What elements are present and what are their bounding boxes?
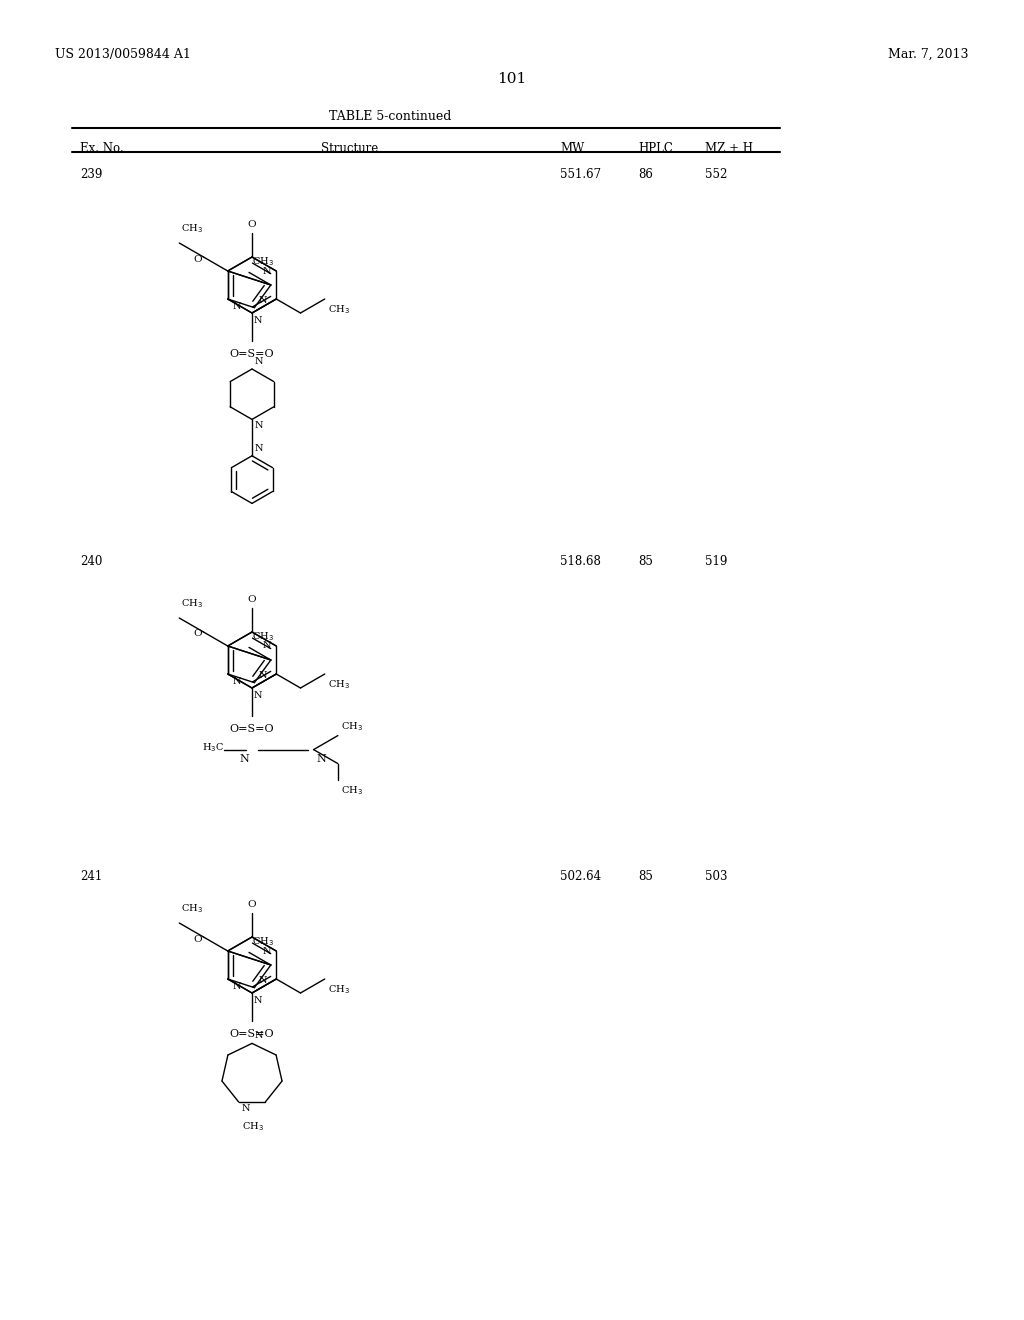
- Text: 85: 85: [638, 870, 653, 883]
- Text: N: N: [254, 315, 262, 325]
- Text: 85: 85: [638, 554, 653, 568]
- Text: N: N: [255, 421, 263, 430]
- Text: N: N: [255, 444, 263, 453]
- Text: 503: 503: [705, 870, 727, 883]
- Text: 519: 519: [705, 554, 727, 568]
- Text: O: O: [193, 935, 202, 944]
- Text: Ex. No.: Ex. No.: [80, 143, 124, 154]
- Text: CH$_3$: CH$_3$: [328, 304, 349, 315]
- Text: O: O: [193, 630, 202, 639]
- Text: N: N: [254, 690, 262, 700]
- Text: CH$_3$: CH$_3$: [328, 983, 349, 995]
- Text: 239: 239: [80, 168, 102, 181]
- Text: N: N: [258, 671, 267, 680]
- Text: CH$_3$: CH$_3$: [242, 1119, 263, 1133]
- Text: CH$_3$: CH$_3$: [252, 631, 273, 643]
- Text: O=S=O: O=S=O: [229, 1030, 274, 1039]
- Text: O=S=O: O=S=O: [229, 723, 274, 734]
- Text: N: N: [255, 356, 263, 366]
- Text: TABLE 5-continued: TABLE 5-continued: [329, 110, 452, 123]
- Text: N: N: [263, 642, 271, 651]
- Text: Mar. 7, 2013: Mar. 7, 2013: [889, 48, 969, 61]
- Text: N: N: [263, 267, 271, 276]
- Text: CH$_3$: CH$_3$: [181, 903, 203, 915]
- Text: 518.68: 518.68: [560, 554, 601, 568]
- Text: H$_3$C: H$_3$C: [202, 742, 224, 754]
- Text: N: N: [258, 975, 267, 985]
- Text: 86: 86: [638, 168, 653, 181]
- Text: MW: MW: [560, 143, 585, 154]
- Text: Structure: Structure: [322, 143, 379, 154]
- Text: US 2013/0059844 A1: US 2013/0059844 A1: [55, 48, 190, 61]
- Text: CH$_3$: CH$_3$: [252, 936, 273, 948]
- Text: N: N: [258, 296, 267, 305]
- Text: 240: 240: [80, 554, 102, 568]
- Text: CH$_3$: CH$_3$: [328, 678, 349, 690]
- Text: O: O: [248, 220, 256, 230]
- Text: N: N: [242, 1104, 250, 1113]
- Text: CH$_3$: CH$_3$: [341, 719, 362, 733]
- Text: CH$_3$: CH$_3$: [341, 784, 362, 797]
- Text: N: N: [263, 946, 271, 956]
- Text: 502.64: 502.64: [560, 870, 601, 883]
- Text: N: N: [240, 754, 249, 763]
- Text: N: N: [232, 677, 242, 686]
- Text: 101: 101: [498, 73, 526, 86]
- Text: 551.67: 551.67: [560, 168, 601, 181]
- Text: O=S=O: O=S=O: [229, 348, 274, 359]
- Text: 241: 241: [80, 870, 102, 883]
- Text: CH$_3$: CH$_3$: [181, 223, 203, 235]
- Text: O: O: [248, 900, 256, 909]
- Text: CH$_3$: CH$_3$: [252, 256, 273, 268]
- Text: O: O: [193, 255, 202, 264]
- Text: N: N: [316, 754, 327, 763]
- Text: 552: 552: [705, 168, 727, 181]
- Text: MZ + H: MZ + H: [705, 143, 753, 154]
- Text: N: N: [232, 982, 242, 991]
- Text: CH$_3$: CH$_3$: [181, 598, 203, 610]
- Text: N: N: [255, 1031, 263, 1040]
- Text: HPLC: HPLC: [638, 143, 673, 154]
- Text: N: N: [254, 997, 262, 1005]
- Text: O: O: [248, 595, 256, 605]
- Text: N: N: [232, 302, 242, 312]
